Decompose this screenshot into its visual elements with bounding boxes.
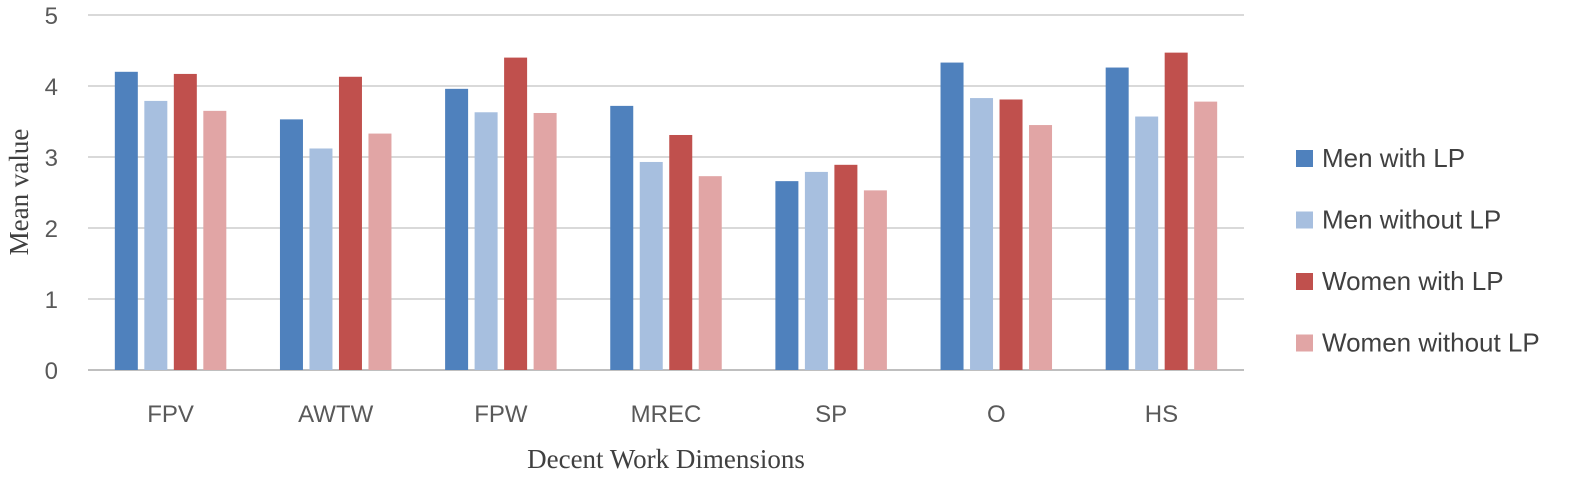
bar-mrec-series-2 [639, 161, 663, 370]
y-tick-label: 5 [45, 3, 58, 30]
bar-sp-series-4 [863, 190, 887, 370]
bar-o-series-2 [970, 98, 994, 370]
bar-o-series-3 [999, 99, 1023, 371]
y-tick-label: 2 [45, 216, 58, 243]
bar-sp-series-3 [834, 164, 858, 370]
bar-fpw-series-3 [504, 57, 528, 370]
x-tick-labels: FPV AWTW FPW MREC SP O HS [147, 401, 1178, 428]
bar-awtw-series-1 [279, 119, 303, 371]
bar-awtw-series-2 [309, 148, 333, 370]
x-tick-label: SP [815, 401, 847, 428]
legend-label: Men without LP [1322, 205, 1501, 235]
x-tick-label: O [987, 401, 1006, 428]
x-tick-label: AWTW [298, 401, 373, 428]
y-axis-title: Mean value [4, 129, 34, 256]
legend-swatch [1296, 273, 1313, 290]
bar-mrec-series-4 [698, 176, 722, 370]
bar-o-series-4 [1029, 125, 1053, 370]
y-tick-label: 3 [45, 145, 58, 172]
bar-o-series-1 [940, 62, 964, 370]
x-tick-label: MREC [631, 401, 702, 428]
bar-fpv-series-2 [144, 100, 168, 370]
x-tick-label: FPW [474, 401, 528, 428]
bar-fpv-series-1 [114, 71, 138, 371]
bar-fpv-series-4 [203, 110, 227, 370]
legend-label: Men with LP [1322, 143, 1465, 173]
bar-fpv-series-3 [173, 73, 197, 371]
bar-awtw-series-3 [338, 76, 362, 371]
bar-mrec-series-1 [610, 105, 634, 370]
bar-sp-series-1 [775, 181, 799, 370]
y-tick-label: 1 [45, 287, 58, 314]
gridlines [88, 14, 1244, 371]
x-axis-title: Decent Work Dimensions [527, 444, 805, 474]
bar-sp-series-2 [804, 171, 828, 370]
legend-swatch [1296, 150, 1313, 167]
bar-awtw-series-4 [368, 133, 392, 370]
legend-label: Women without LP [1322, 328, 1540, 358]
bar-hs-series-4 [1194, 101, 1218, 371]
x-tick-label: HS [1145, 401, 1178, 428]
legend-label: Women with LP [1322, 266, 1504, 296]
legend-swatch [1296, 334, 1313, 352]
y-tick-labels: 0 1 2 3 4 5 [45, 3, 58, 385]
bar-fpw-series-2 [474, 112, 498, 371]
y-tick-label: 0 [45, 358, 58, 385]
bar-hs-series-2 [1135, 116, 1159, 370]
bar-fpw-series-1 [445, 88, 469, 370]
legend: Men with LP Men without LP Women with LP Wo… [1296, 143, 1540, 358]
bar-mrec-series-3 [669, 134, 693, 370]
bar-hs-series-1 [1105, 67, 1129, 370]
bar-fpw-series-4 [533, 112, 557, 370]
legend-swatch [1296, 211, 1313, 229]
x-tick-label: FPV [147, 401, 194, 428]
bar-hs-series-3 [1164, 52, 1188, 370]
bars [114, 52, 1218, 371]
y-tick-label: 4 [45, 74, 58, 101]
